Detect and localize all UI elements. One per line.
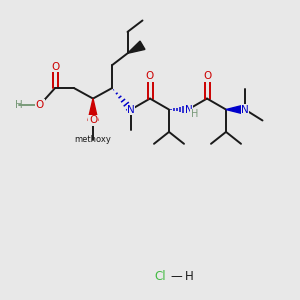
Text: H: H <box>15 100 23 110</box>
Polygon shape <box>88 99 98 121</box>
Polygon shape <box>226 105 245 114</box>
Text: N: N <box>127 104 135 115</box>
Text: Cl: Cl <box>154 270 166 283</box>
Text: O: O <box>51 62 59 72</box>
Text: N: N <box>241 104 249 115</box>
Text: N: N <box>184 104 192 115</box>
Text: O: O <box>203 71 211 81</box>
Text: H: H <box>184 270 194 283</box>
Text: O: O <box>89 116 97 125</box>
Text: O: O <box>36 100 44 110</box>
Text: O: O <box>146 71 154 81</box>
Text: —: — <box>171 270 182 283</box>
Text: methoxy: methoxy <box>75 134 111 143</box>
Polygon shape <box>128 41 145 53</box>
Text: H: H <box>191 109 198 119</box>
